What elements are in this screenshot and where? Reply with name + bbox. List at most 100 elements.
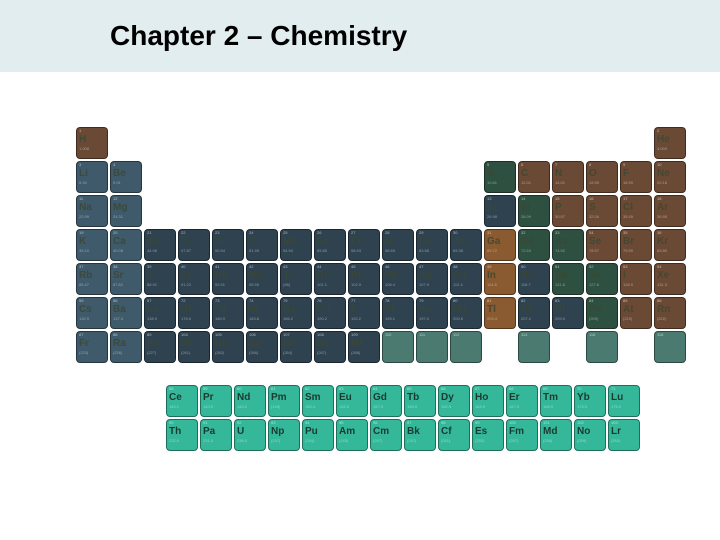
element-cell: 34Se78.97 (586, 229, 618, 261)
element-symbol: Cd (453, 271, 479, 281)
atomic-mass: 83.80 (657, 249, 683, 253)
atomic-mass: 79.90 (623, 249, 649, 253)
element-cell: 63Eu152.0 (336, 385, 368, 417)
element-cell: 91Pa231.0 (200, 419, 232, 451)
atomic-number: 27 (351, 231, 377, 235)
atomic-mass: (226) (113, 351, 139, 355)
atomic-mass: 195.1 (385, 317, 411, 321)
element-cell: 90Th232.0 (166, 419, 198, 451)
atomic-number: 94 (305, 421, 331, 425)
atomic-mass: 192.2 (351, 317, 377, 321)
atomic-number: 9 (623, 163, 649, 167)
atomic-mass: 44.96 (147, 249, 173, 253)
element-cell: 59Pr140.9 (200, 385, 232, 417)
atomic-number: 6 (521, 163, 547, 167)
element-cell: 58Ce140.1 (166, 385, 198, 417)
element-symbol: Sb (555, 271, 581, 281)
element-cell: 64Gd157.3 (370, 385, 402, 417)
element-symbol: V (215, 237, 241, 247)
atomic-number: 83 (555, 299, 581, 303)
element-symbol: No (577, 427, 603, 437)
element-symbol: Br (623, 237, 649, 247)
element-symbol: Ba (113, 305, 139, 315)
atomic-mass: (258) (543, 439, 569, 443)
element-symbol: Ac (147, 339, 173, 349)
atomic-mass: (243) (339, 439, 365, 443)
element-symbol: Rn (657, 305, 683, 315)
atomic-number: 111 (419, 333, 445, 337)
atomic-number: 102 (577, 421, 603, 425)
atomic-number: 22 (181, 231, 207, 235)
atomic-mass: (223) (79, 351, 105, 355)
element-symbol: Bi (555, 305, 581, 315)
element-symbol: Es (475, 427, 501, 437)
atomic-number: 68 (509, 387, 535, 391)
atomic-mass: (247) (373, 439, 399, 443)
atomic-mass: 200.6 (453, 317, 479, 321)
element-symbol: Ce (169, 393, 195, 403)
element-symbol: Bh (283, 339, 309, 349)
atomic-mass: 162.5 (441, 405, 467, 409)
element-cell: 43Tc(98) (280, 263, 312, 295)
element-symbol: Na (79, 203, 105, 213)
atomic-mass: 121.8 (555, 283, 581, 287)
element-symbol: Pb (521, 305, 547, 315)
element-cell: 6C12.01 (518, 161, 550, 193)
atomic-number: 101 (543, 421, 569, 425)
atomic-number: 81 (487, 299, 513, 303)
atomic-mass: 58.93 (351, 249, 377, 253)
atomic-number: 86 (657, 299, 683, 303)
element-cell: 33As74.92 (552, 229, 584, 261)
atomic-mass: 26.98 (487, 215, 513, 219)
atomic-number: 87 (79, 333, 105, 337)
atomic-mass: 168.9 (543, 405, 569, 409)
atomic-number: 49 (487, 265, 513, 269)
atomic-number: 2 (657, 129, 683, 133)
atomic-mass: 40.08 (113, 249, 139, 253)
atomic-number: 58 (169, 387, 195, 391)
atomic-mass: 92.91 (215, 283, 241, 287)
element-symbol: Ru (317, 271, 343, 281)
element-symbol: C (521, 169, 547, 179)
element-symbol: Pm (271, 393, 297, 403)
element-symbol: Be (113, 169, 139, 179)
element-cell: 18Ar39.95 (654, 195, 686, 227)
element-symbol: W (249, 305, 275, 315)
atomic-mass: 54.94 (283, 249, 309, 253)
element-cell: 22Ti47.87 (178, 229, 210, 261)
atomic-number: 40 (181, 265, 207, 269)
element-symbol: Tc (283, 271, 309, 281)
element-cell: 51Sb121.8 (552, 263, 584, 295)
element-cell: 80Hg200.6 (450, 297, 482, 329)
atomic-number: 37 (79, 265, 105, 269)
element-cell: 46Pd106.4 (382, 263, 414, 295)
element-cell: 21Sc44.96 (144, 229, 176, 261)
element-symbol: Er (509, 393, 535, 403)
element-symbol: Y (147, 271, 173, 281)
element-cell: 52Te127.6 (586, 263, 618, 295)
element-symbol: Pu (305, 427, 331, 437)
element-cell: 95Am(243) (336, 419, 368, 451)
atomic-mass: 126.9 (623, 283, 649, 287)
atomic-number: 73 (215, 299, 241, 303)
atomic-number: 35 (623, 231, 649, 235)
element-symbol: Pa (203, 427, 229, 437)
element-symbol: Rf (181, 339, 207, 349)
element-symbol: Re (283, 305, 309, 315)
atomic-number: 11 (79, 197, 105, 201)
element-symbol: Ca (113, 237, 139, 247)
element-symbol: Hf (181, 305, 207, 315)
atomic-mass: 87.62 (113, 283, 139, 287)
atomic-number: 24 (249, 231, 275, 235)
atomic-mass: 118.7 (521, 283, 547, 287)
element-symbol: Sg (249, 339, 275, 349)
element-cell: 29Cu63.55 (416, 229, 448, 261)
atomic-mass: 209.0 (555, 317, 581, 321)
element-cell: 79Au197.0 (416, 297, 448, 329)
atomic-mass: 158.9 (407, 405, 433, 409)
atomic-mass: 197.0 (419, 317, 445, 321)
atomic-number: 104 (181, 333, 207, 337)
element-symbol: N (555, 169, 581, 179)
element-symbol: La (147, 305, 173, 315)
element-cell: 98Cf(251) (438, 419, 470, 451)
